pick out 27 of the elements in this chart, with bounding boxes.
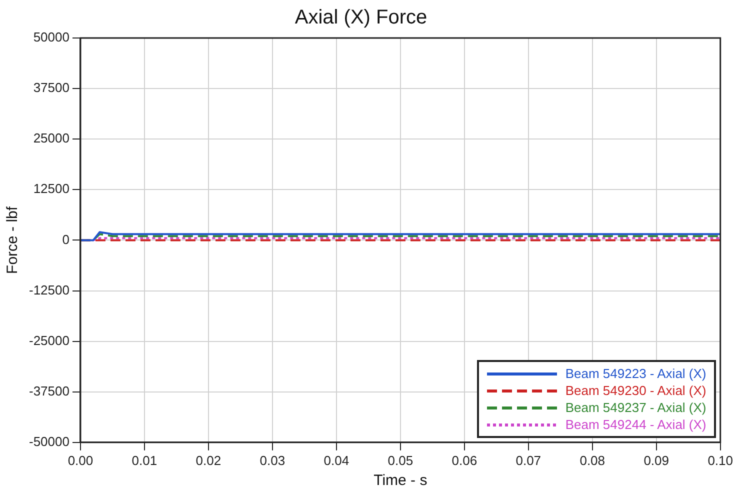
y-tick-label: 25000 (33, 130, 70, 146)
x-axis-title: Time - s (374, 472, 428, 490)
text: Beam 549223 - Axial (X) (565, 366, 706, 382)
x-tick-label: 0.03 (260, 452, 286, 468)
chart-title: Axial (X) Force (294, 6, 428, 29)
text: Beam 549230 - Axial (X) (565, 383, 706, 398)
x-tick-label: 0.09 (644, 452, 670, 468)
y-tick-label: -37500 (28, 383, 70, 398)
y-tick-label: 12500 (33, 181, 70, 196)
x-tick-label: 0.02 (196, 452, 222, 468)
y-tick-label: -50000 (28, 434, 70, 449)
x-tick-label: 0.07 (516, 452, 542, 468)
text: Beam 549244 - Axial (X) (565, 417, 706, 432)
x-tick-label: 0.04 (324, 452, 350, 468)
y-tick-label: -12500 (28, 282, 70, 298)
y-tick-label: 50000 (33, 30, 70, 45)
x-tick-label: 0.06 (452, 452, 478, 468)
x-tick-label: 0.05 (388, 452, 414, 468)
y-tick-label: -25000 (28, 332, 70, 348)
y-tick-label: 0 (62, 232, 70, 247)
x-tick-label: 0.00 (68, 452, 94, 468)
y-tick-label: 37500 (33, 80, 70, 96)
y-axis-title: Force - lbf (4, 206, 22, 274)
text: Beam 549237 - Axial (X) (565, 400, 706, 416)
x-tick-label: 0.10 (708, 452, 734, 468)
x-tick-label: 0.08 (580, 452, 606, 468)
x-tick-label: 0.01 (132, 452, 158, 468)
